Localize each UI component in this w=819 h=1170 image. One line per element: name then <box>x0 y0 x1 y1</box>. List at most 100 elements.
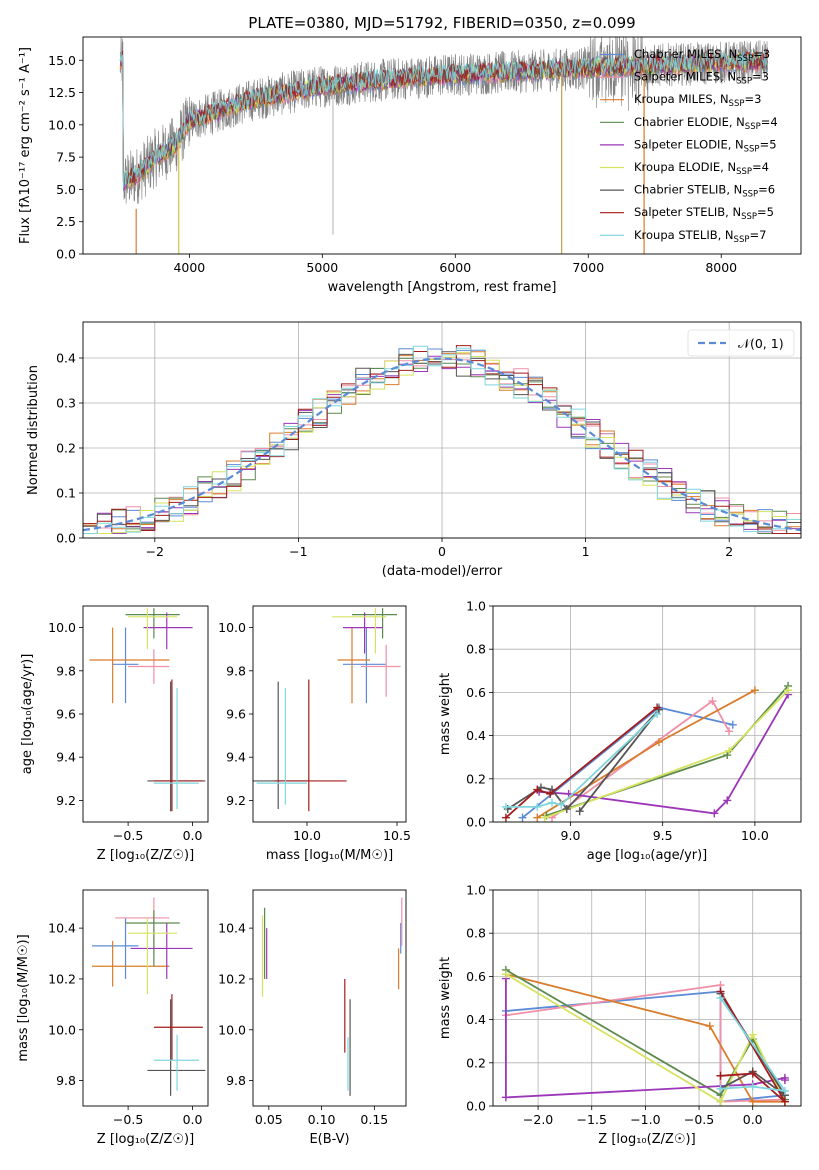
panel-c-plot <box>501 681 793 822</box>
panel-a-ylabel: age [log₁₀(age/yr)] <box>20 654 35 775</box>
panel-c-axes: 9.0 9.5 10.0 0.0 0.2 0.4 0.6 0.8 1.0 age [log₁₀(a… <box>438 599 801 863</box>
histogram-ytick-label: 0.1 <box>56 486 76 501</box>
panel-c-xtick-label: 9.0 <box>561 828 581 843</box>
panel-d-axes: −0.5 0.0 9.8 10.0 10.2 10.4 Z [log₁₀(Z/Z☉)] mas… <box>16 921 203 1147</box>
histogram-xtick-label: 0 <box>438 544 446 559</box>
panel-f-marker <box>748 1030 757 1039</box>
histogram-plot <box>83 345 801 534</box>
panel-d-ylabel: mass [log₁₀(M/M☉)] <box>16 934 31 1061</box>
panel-c-frame <box>492 605 802 823</box>
panel-f-line-8 <box>719 991 786 1103</box>
spectrum-xlabel: wavelength [Angstrom, rest frame] <box>328 280 557 295</box>
spectrum-data-line <box>119 37 768 254</box>
panel-c-marker <box>653 710 662 718</box>
spectrum-xtick-label: 5000 <box>306 260 338 275</box>
histogram-ytick-label: 0.0 <box>56 531 76 546</box>
panel-c-xtick-label: 10.0 <box>741 828 769 843</box>
panel-c-ytick-label: 0.4 <box>466 728 486 743</box>
histogram-legend-label: 𝒩(0, 1) <box>738 336 784 351</box>
panel-c-marker <box>723 751 732 760</box>
panel-d-xtick-label: 0.0 <box>183 1112 203 1127</box>
panel-b-frame <box>252 605 407 823</box>
panel-b-xlabel: mass [log₁₀(M/M☉)] <box>266 848 393 863</box>
panel-f-ytick-label: 1.0 <box>466 883 486 898</box>
panel-d-frame <box>82 889 209 1107</box>
panel-a-plot <box>89 608 206 812</box>
panel-c-marker <box>750 686 759 695</box>
panel-f-marker <box>780 1076 789 1085</box>
histogram-ytick-label: 0.2 <box>56 441 76 456</box>
panel-e-ytick-label: 9.8 <box>226 1073 246 1088</box>
panel-a-ytick-label: 9.8 <box>56 663 76 678</box>
panel-c-marker <box>533 802 542 811</box>
panel-c-marker <box>548 798 557 807</box>
spectrum-ytick-label: 15.0 <box>48 53 76 68</box>
panel-b-axes: 10.0 10.5 9.2 9.4 9.6 9.8 10.0 mass [log₁₀(M/M☉… <box>218 620 411 863</box>
panel-f-ytick-label: 0.2 <box>466 1055 486 1070</box>
panel-f-marker <box>748 1097 757 1106</box>
panel-c-marker <box>533 785 542 794</box>
spectrum-ytick-label: 2.5 <box>56 214 76 229</box>
spectrum-xtick-label: 4000 <box>173 260 205 275</box>
panel-f-marker <box>748 1082 757 1091</box>
panel-a-ytick-label: 10.0 <box>48 620 76 635</box>
spectrum-frame <box>82 36 802 255</box>
panel-c-marker <box>557 800 566 809</box>
histogram-xtick-label: −1 <box>289 544 307 559</box>
panel-f-marker <box>716 1071 725 1080</box>
legend-entry-9: Kroupa STELIB, NSSP=7 <box>634 228 766 245</box>
histogram-ylabel: Normed distribution <box>26 365 41 495</box>
panel-f-line-3 <box>505 973 785 1103</box>
panel-c-marker <box>562 805 571 814</box>
panel-c-marker <box>725 727 734 736</box>
panel-b-ytick-label: 9.2 <box>226 793 246 808</box>
panel-b-ytick-label: 10.0 <box>218 620 246 635</box>
panel-a-ytick-label: 9.6 <box>56 707 76 722</box>
panel-c-marker <box>784 686 793 695</box>
panel-c-xlabel: age [log₁₀(age/yr)] <box>587 848 708 863</box>
histogram-xtick-label: 2 <box>725 544 733 559</box>
panel-f-ytick-label: 0.0 <box>466 1099 486 1114</box>
legend-entry-7: Chabrier STELIB, NSSP=6 <box>634 183 775 200</box>
panel-e-ytick-label: 10.4 <box>218 921 246 936</box>
spectrum-legend: Chabrier MILES, NSSP=3 Salpeter MILES, NS… <box>600 47 778 245</box>
histogram-xtick-label: −2 <box>146 544 164 559</box>
histogram-xlabel: (data-model)/error <box>382 564 503 579</box>
legend-entry-1: Chabrier MILES, NSSP=3 <box>634 47 770 64</box>
panel-c-marker <box>710 809 719 818</box>
panel-e-xtick-label: 0.10 <box>308 1112 336 1127</box>
histogram-frame <box>82 321 802 539</box>
panel-f-ytick-label: 0.6 <box>466 969 486 984</box>
panel-c-line-8 <box>505 706 658 819</box>
spectrum-ytick-label: 12.5 <box>48 85 76 100</box>
legend-entry-2: Salpeter MILES, NSSP=3 <box>634 70 769 87</box>
legend-entry-4: Chabrier ELODIE, NSSP=4 <box>634 115 778 132</box>
histogram-xtick-label: 1 <box>582 544 590 559</box>
panel-f-xtick-label: −1.0 <box>630 1112 660 1127</box>
panel-a-xtick-label: −0.5 <box>113 828 143 843</box>
panel-a-ytick-label: 9.4 <box>56 750 76 765</box>
panel-c-ylabel: mass weight <box>438 673 453 755</box>
panel-c-marker <box>533 813 542 822</box>
histogram-legend <box>687 329 795 357</box>
spectrum-xtick-label: 8000 <box>705 260 737 275</box>
panel-e-ytick-label: 10.2 <box>218 971 246 986</box>
panel-c-xtick-label: 9.5 <box>653 828 673 843</box>
panel-d-xtick-label: −0.5 <box>113 1112 143 1127</box>
panel-b-ytick-label: 9.6 <box>226 707 246 722</box>
panel-c-ytick-label: 0.0 <box>466 815 486 830</box>
spectrum-xtick-label: 6000 <box>439 260 471 275</box>
panel-e-axes: 0.05 0.10 0.15 9.8 10.0 10.2 10.4 E(B-V) <box>218 921 388 1147</box>
panel-d-plot <box>92 897 206 1096</box>
panel-f-frame <box>492 889 802 1107</box>
panel-f-plot <box>501 965 789 1106</box>
panel-c-marker <box>501 813 510 822</box>
panel-f-marker <box>716 1097 725 1106</box>
panel-f-xtick-label: −2.0 <box>523 1112 553 1127</box>
spectrum-ytick-label: 5.0 <box>56 182 76 197</box>
panel-c-marker <box>725 746 734 755</box>
histogram-ytick-label: 0.4 <box>56 351 76 366</box>
spectrum-axes: 4000 5000 6000 7000 8000 0.0 2.5 5.0 7.5 10.0 12.5… <box>18 47 737 295</box>
spectrum-ytick-label: 7.5 <box>56 150 76 165</box>
